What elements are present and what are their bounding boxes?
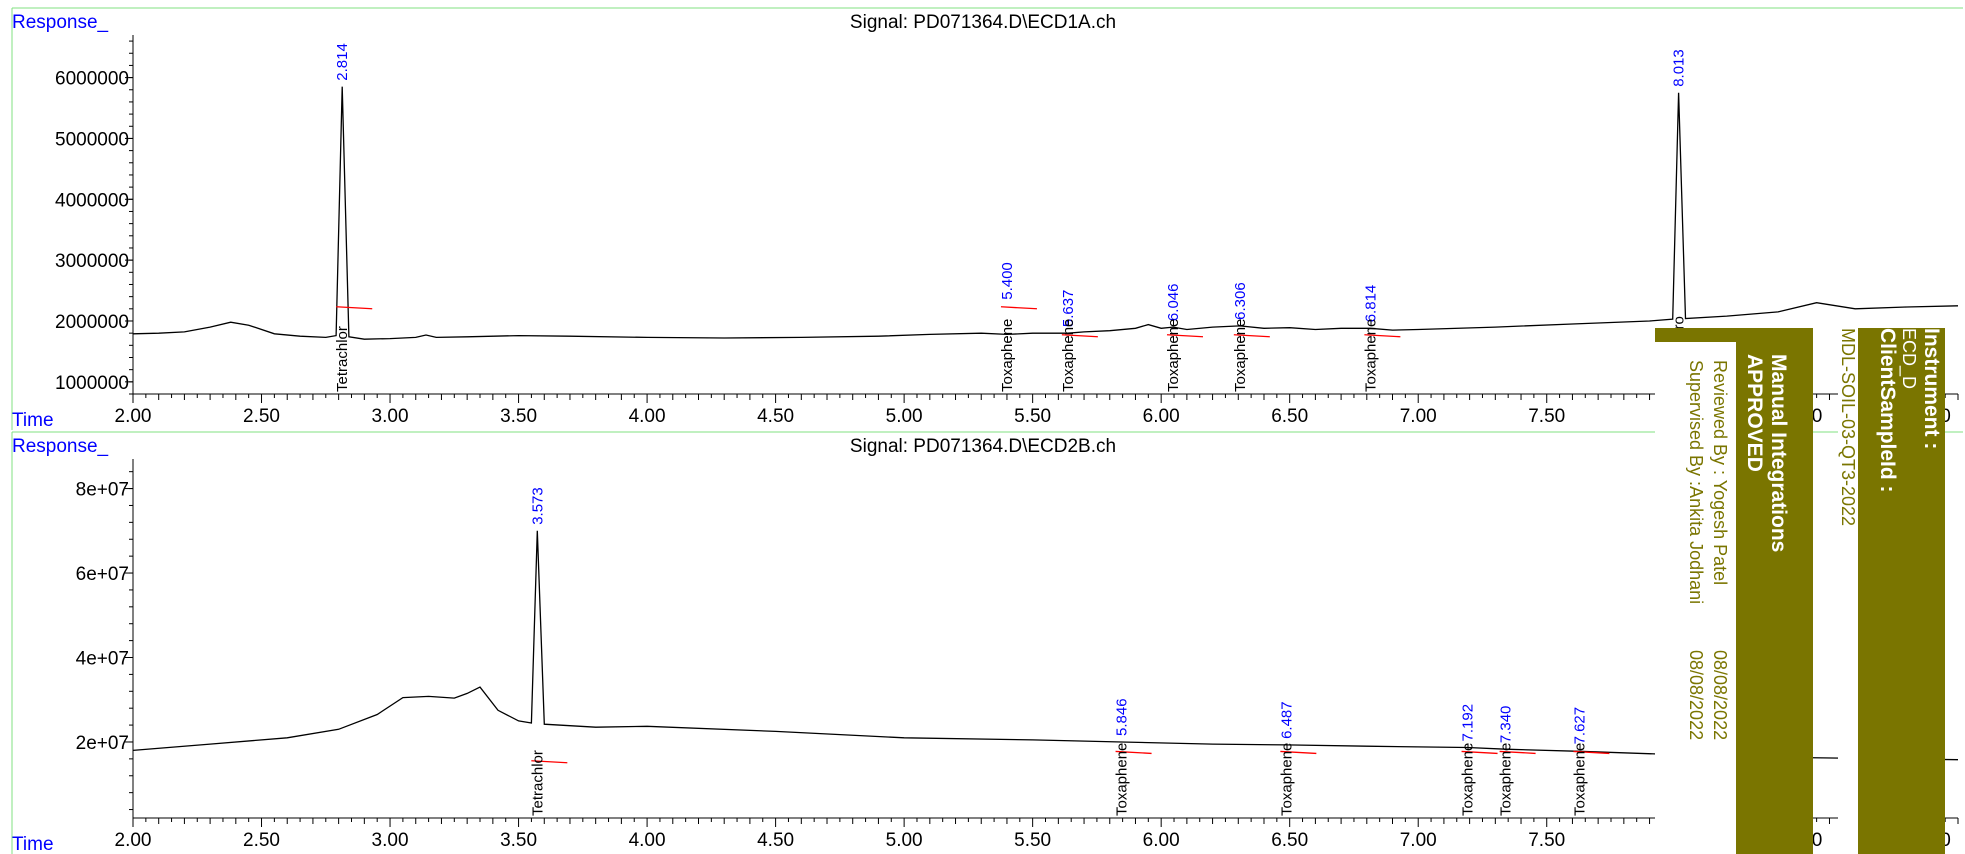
instrument-stamp: Instrument : ECD_D ClientSampleId : MDL-…	[1838, 328, 1945, 854]
peak-compound-name: Tetrachlor	[334, 326, 351, 392]
x-tick-label: 2.00	[115, 830, 152, 851]
stamp-reviewed-date: 08/08/2022	[1710, 650, 1730, 741]
x-tick-label: 3.00	[372, 406, 409, 427]
x-tick-label: 2.00	[115, 406, 152, 427]
integration-baseline	[1280, 750, 1317, 755]
stamp-reviewed-by: Reviewed By : Yogesh Patel	[1710, 360, 1730, 586]
x-tick-label: 5.50	[1014, 830, 1051, 851]
peak-retention-time: 6.487	[1278, 701, 1295, 739]
integration-baseline	[1061, 334, 1098, 338]
signal-trace	[132, 86, 1959, 340]
integration-baseline	[1499, 750, 1536, 755]
x-tick-label: 2.50	[243, 406, 280, 427]
chart-title: Signal: PD071364.D\ECD1A.ch	[850, 12, 1116, 33]
y-tick-label: 2e+07	[76, 733, 129, 754]
y-tick-label: 4e+07	[76, 649, 129, 670]
integration-baseline	[336, 306, 373, 310]
stamp-divider	[1732, 342, 1736, 854]
review-stamp: Manual Integrations APPROVED Reviewed By…	[1655, 328, 1813, 854]
peak-compound-name: Toxaphene	[1114, 743, 1131, 816]
y-tick-label: 4000000	[55, 190, 129, 211]
peak-retention-time: 7.192	[1460, 704, 1477, 742]
y-axis-label: Response_	[12, 436, 109, 457]
peak-retention-time: 6.814	[1362, 285, 1379, 323]
stamp-supervised-by: Supervised By :Ankita Jodhani	[1686, 360, 1706, 605]
y-tick-label: 1000000	[55, 373, 129, 394]
integration-baseline	[1115, 750, 1152, 755]
integration-baseline	[531, 760, 568, 764]
stamp-instrument-value: ECD_D	[1899, 328, 1919, 390]
peak-retention-time: 3.573	[529, 487, 546, 525]
peak-compound-name: Toxaphene	[1278, 743, 1295, 816]
y-axis-label: Response_	[12, 12, 109, 33]
x-tick-label: 6.50	[1271, 406, 1308, 427]
peak-retention-time: 2.814	[334, 43, 351, 81]
y-tick-label: 3000000	[55, 251, 129, 272]
y-tick-label: 8e+07	[76, 480, 129, 501]
integration-baseline	[1364, 334, 1401, 338]
x-tick-label: 4.50	[757, 830, 794, 851]
integration-baseline	[1461, 750, 1498, 755]
peak-retention-time: 8.013	[1671, 49, 1688, 87]
stamp-client-label: ClientSampleId :	[1876, 328, 1899, 493]
y-tick-label: 6e+07	[76, 564, 129, 585]
x-tick-label: 3.50	[500, 830, 537, 851]
stamp-client-value: MDL-SOIL-03-QT3-2022	[1838, 328, 1858, 527]
stamp-manual-title: Manual Integrations	[1767, 354, 1790, 553]
chart-title: Signal: PD071364.D\ECD2B.ch	[850, 436, 1116, 457]
x-tick-label: 7.00	[1400, 406, 1437, 427]
peak-compound-name: Toxaphene	[1498, 743, 1515, 816]
x-tick-label: 5.00	[886, 406, 923, 427]
y-tick-label: 6000000	[55, 69, 129, 90]
peak-retention-time: 7.627	[1571, 707, 1588, 745]
integration-baseline	[1000, 306, 1037, 310]
x-tick-label: 7.50	[1528, 406, 1565, 427]
integration-baseline	[1166, 334, 1204, 338]
x-tick-label: 6.50	[1271, 830, 1308, 851]
peak-retention-time: 5.400	[999, 262, 1016, 300]
peak-retention-time: 7.340	[1498, 706, 1515, 744]
peak-compound-name: Toxaphene	[1060, 319, 1077, 392]
peak-compound-name: Toxaphene	[1232, 319, 1249, 392]
peak-retention-time: 5.846	[1114, 698, 1131, 736]
peak-compound-name: Tetrachlor	[529, 750, 546, 816]
signal-trace	[132, 530, 1959, 761]
x-tick-label: 7.00	[1400, 830, 1437, 851]
x-tick-label: 6.00	[1143, 406, 1180, 427]
x-tick-label: 2.50	[243, 830, 280, 851]
peak-retention-time: 6.306	[1232, 282, 1249, 320]
x-axis-label: Time	[12, 834, 54, 854]
stamp-approved: APPROVED	[1743, 354, 1766, 472]
stamp-supervised-date: 08/08/2022	[1686, 650, 1706, 741]
peak-retention-time: 6.046	[1165, 284, 1182, 322]
x-tick-label: 4.50	[757, 406, 794, 427]
x-tick-label: 4.00	[629, 830, 666, 851]
instrument-stamp-inner	[1838, 328, 1858, 854]
x-tick-label: 3.00	[372, 830, 409, 851]
integration-baseline	[1573, 750, 1610, 755]
peak-compound-name: Toxaphene	[1460, 743, 1477, 816]
peak-compound-name: Toxaphene	[1165, 319, 1182, 392]
stamp-instrument-label: Instrument :	[1920, 328, 1943, 450]
x-tick-label: 3.50	[500, 406, 537, 427]
x-tick-label: 6.00	[1143, 830, 1180, 851]
x-tick-label: 4.00	[629, 406, 666, 427]
x-axis-label: Time	[12, 410, 54, 431]
y-tick-label: 5000000	[55, 129, 129, 150]
peak-retention-time: 5.637	[1060, 290, 1077, 328]
y-tick-label: 2000000	[55, 312, 129, 333]
integration-baseline	[1233, 334, 1270, 338]
x-tick-label: 5.50	[1014, 406, 1051, 427]
x-tick-label: 7.50	[1528, 830, 1565, 851]
stamp-inner-panel	[1655, 342, 1732, 854]
peak-compound-name: Toxaphene	[1571, 743, 1588, 816]
peak-compound-name: Toxaphene	[1362, 319, 1379, 392]
x-tick-label: 5.00	[886, 830, 923, 851]
peak-compound-name: Toxaphene	[999, 319, 1016, 392]
